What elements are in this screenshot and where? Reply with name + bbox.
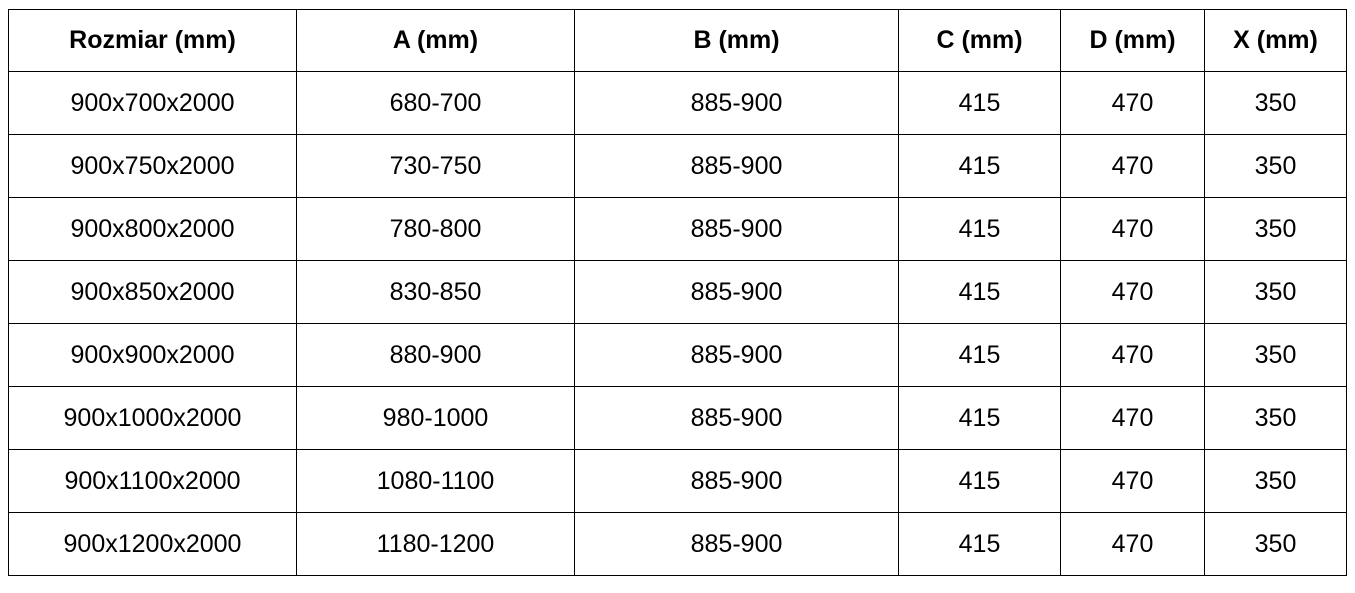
table-row: 900x700x2000 680-700 885-900 415 470 350 [8, 71, 1347, 135]
table-row: 900x1000x2000 980-1000 885-900 415 470 350 [8, 386, 1347, 450]
table-cell: 900x900x2000 [8, 323, 297, 387]
table-cell: 900x1200x2000 [8, 512, 297, 576]
table-cell: 415 [898, 323, 1061, 387]
table-cell: 885-900 [574, 134, 899, 198]
table-cell: 885-900 [574, 323, 899, 387]
table-cell: 415 [898, 197, 1061, 261]
dimensions-table: Rozmiar (mm) A (mm) B (mm) C (mm) D (mm) X (m… [8, 9, 1347, 576]
table-cell: 415 [898, 512, 1061, 576]
table-cell: 900x850x2000 [8, 260, 297, 324]
column-header: A (mm) [296, 9, 575, 72]
table-cell: 980-1000 [296, 386, 575, 450]
table-row: 900x750x2000 730-750 885-900 415 470 350 [8, 134, 1347, 198]
table-cell: 880-900 [296, 323, 575, 387]
table-cell: 1080-1100 [296, 449, 575, 513]
table-row: 900x800x2000 780-800 885-900 415 470 350 [8, 197, 1347, 261]
table-cell: 415 [898, 71, 1061, 135]
header-row: Rozmiar (mm) A (mm) B (mm) C (mm) D (mm) X (m… [8, 9, 1347, 72]
table-cell: 415 [898, 260, 1061, 324]
table-cell: 885-900 [574, 260, 899, 324]
table-cell: 780-800 [296, 197, 575, 261]
table-cell: 470 [1060, 260, 1205, 324]
table-cell: 350 [1204, 260, 1347, 324]
table-cell: 350 [1204, 197, 1347, 261]
table-cell: 350 [1204, 512, 1347, 576]
table-row: 900x1100x2000 1080-1100 885-900 415 470 350 [8, 449, 1347, 513]
column-header: X (mm) [1204, 9, 1347, 72]
table-cell: 415 [898, 134, 1061, 198]
table-cell: 350 [1204, 71, 1347, 135]
table-cell: 350 [1204, 323, 1347, 387]
column-header: B (mm) [574, 9, 899, 72]
table-cell: 350 [1204, 449, 1347, 513]
table-cell: 470 [1060, 71, 1205, 135]
table-cell: 900x800x2000 [8, 197, 297, 261]
table-cell: 470 [1060, 449, 1205, 513]
table-cell: 885-900 [574, 449, 899, 513]
column-header: C (mm) [898, 9, 1061, 72]
table-cell: 885-900 [574, 386, 899, 450]
table-row: 900x1200x2000 1180-1200 885-900 415 470 350 [8, 512, 1347, 576]
column-header: Rozmiar (mm) [8, 9, 297, 72]
table-cell: 470 [1060, 134, 1205, 198]
table-cell: 885-900 [574, 512, 899, 576]
table-cell: 470 [1060, 197, 1205, 261]
table-cell: 470 [1060, 386, 1205, 450]
table-row: 900x850x2000 830-850 885-900 415 470 350 [8, 260, 1347, 324]
table-cell: 830-850 [296, 260, 575, 324]
table-cell: 470 [1060, 512, 1205, 576]
table-cell: 350 [1204, 134, 1347, 198]
column-header: D (mm) [1060, 9, 1205, 72]
table-cell: 470 [1060, 323, 1205, 387]
table-cell: 680-700 [296, 71, 575, 135]
table-row: 900x900x2000 880-900 885-900 415 470 350 [8, 323, 1347, 387]
table-cell: 415 [898, 449, 1061, 513]
table-cell: 900x750x2000 [8, 134, 297, 198]
table-cell: 415 [898, 386, 1061, 450]
table-cell: 885-900 [574, 197, 899, 261]
table-cell: 1180-1200 [296, 512, 575, 576]
table-cell: 350 [1204, 386, 1347, 450]
table-cell: 900x1100x2000 [8, 449, 297, 513]
table-cell: 900x700x2000 [8, 71, 297, 135]
table-cell: 885-900 [574, 71, 899, 135]
table-cell: 730-750 [296, 134, 575, 198]
table-cell: 900x1000x2000 [8, 386, 297, 450]
